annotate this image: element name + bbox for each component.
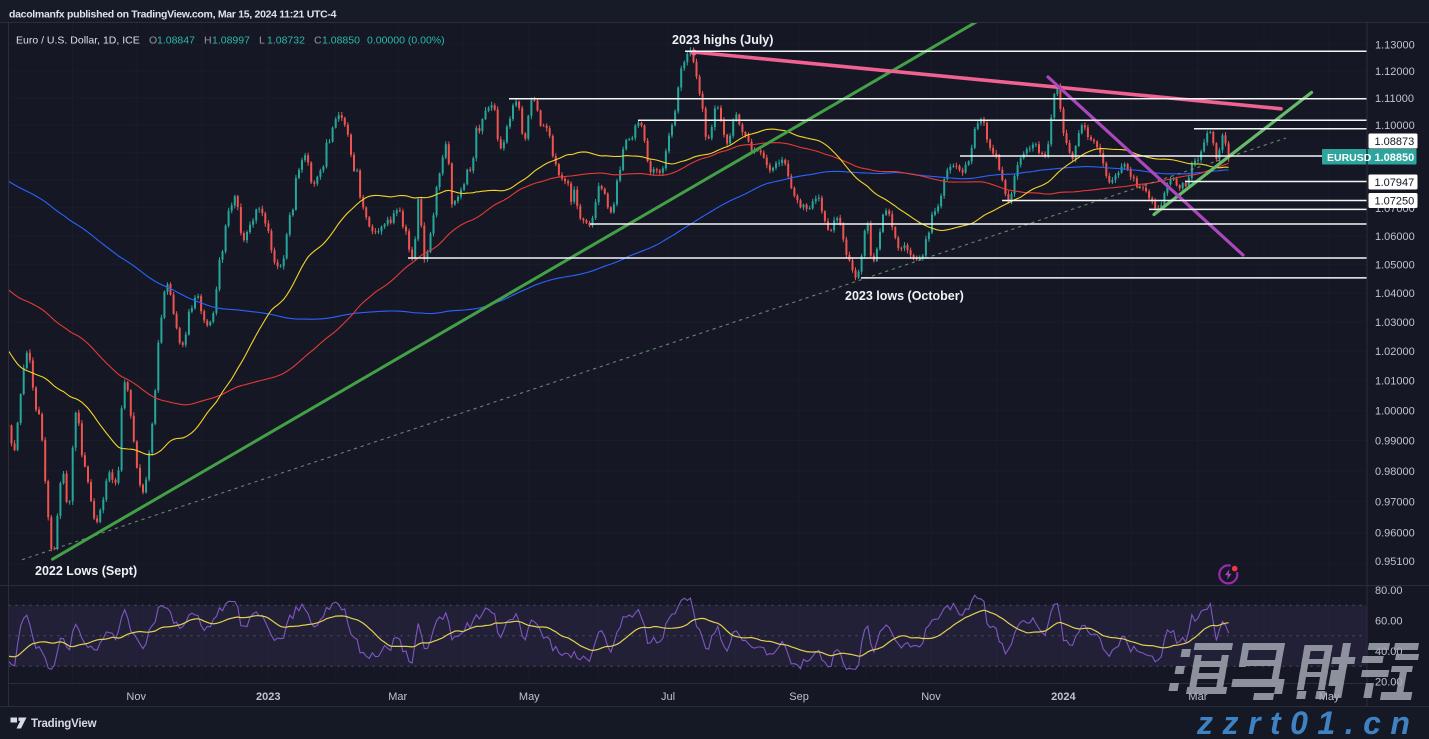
svg-text:1.08850: 1.08850 [1375, 152, 1415, 164]
svg-text:0.97000: 0.97000 [1375, 497, 1415, 509]
svg-text:1.08850: 1.08850 [322, 35, 360, 47]
svg-text:1.13000: 1.13000 [1375, 39, 1415, 51]
svg-text:C: C [314, 35, 322, 47]
svg-text:1.02000: 1.02000 [1375, 346, 1415, 358]
svg-text:80.00: 80.00 [1375, 585, 1403, 597]
svg-text:1.00000: 1.00000 [1375, 405, 1415, 417]
svg-text:0.00000 (0.00%): 0.00000 (0.00%) [367, 35, 445, 47]
svg-text:1.07250: 1.07250 [1375, 196, 1415, 208]
svg-text:0.95100: 0.95100 [1375, 556, 1415, 568]
svg-text:2023 highs (July): 2023 highs (July) [672, 33, 773, 47]
svg-text:1.10000: 1.10000 [1375, 120, 1415, 132]
svg-text:0.99000: 0.99000 [1375, 436, 1415, 448]
svg-text:Nov: Nov [921, 691, 941, 703]
svg-text:EURUSD: EURUSD [1327, 152, 1372, 164]
svg-text:Jul: Jul [661, 691, 675, 703]
svg-text:2023 lows (October): 2023 lows (October) [845, 289, 964, 303]
svg-text:Euro / U.S. Dollar, 1D, ICE: Euro / U.S. Dollar, 1D, ICE [16, 35, 140, 47]
svg-text:Sep: Sep [789, 691, 809, 703]
svg-text:2024: 2024 [1051, 691, 1076, 703]
svg-text:1.01000: 1.01000 [1375, 376, 1415, 388]
svg-text:60.00: 60.00 [1375, 616, 1403, 628]
svg-text:0.96000: 0.96000 [1375, 528, 1415, 540]
svg-text:zzrt01.cn: zzrt01.cn [1196, 705, 1419, 739]
svg-text:1.11000: 1.11000 [1375, 93, 1414, 105]
svg-text:Mar: Mar [388, 691, 407, 703]
svg-text:1.06000: 1.06000 [1375, 231, 1415, 243]
svg-text:1.03000: 1.03000 [1375, 317, 1415, 329]
svg-text:1.08847: 1.08847 [157, 35, 195, 47]
svg-text:TradingView: TradingView [31, 718, 97, 730]
svg-text:1.08997: 1.08997 [212, 35, 250, 47]
svg-text:L: L [259, 35, 265, 47]
svg-text:1.12000: 1.12000 [1375, 66, 1415, 78]
svg-text:May: May [519, 691, 540, 703]
svg-text:1.05000: 1.05000 [1375, 259, 1415, 271]
svg-text:1.08873: 1.08873 [1375, 136, 1415, 148]
svg-text:20.00: 20.00 [1375, 677, 1403, 689]
svg-text:H: H [204, 35, 212, 47]
svg-text:dacolmanfx published on Tradin: dacolmanfx published on TradingView.com,… [9, 9, 337, 21]
svg-text:2022 Lows (Sept): 2022 Lows (Sept) [35, 564, 137, 578]
svg-text:1.04000: 1.04000 [1375, 288, 1415, 300]
svg-text:Nov: Nov [126, 691, 146, 703]
svg-text:O: O [149, 35, 157, 47]
svg-text:0.98000: 0.98000 [1375, 466, 1415, 478]
svg-text:2023: 2023 [256, 691, 280, 703]
svg-text:1.08732: 1.08732 [267, 35, 305, 47]
svg-text:1.07947: 1.07947 [1375, 177, 1415, 189]
